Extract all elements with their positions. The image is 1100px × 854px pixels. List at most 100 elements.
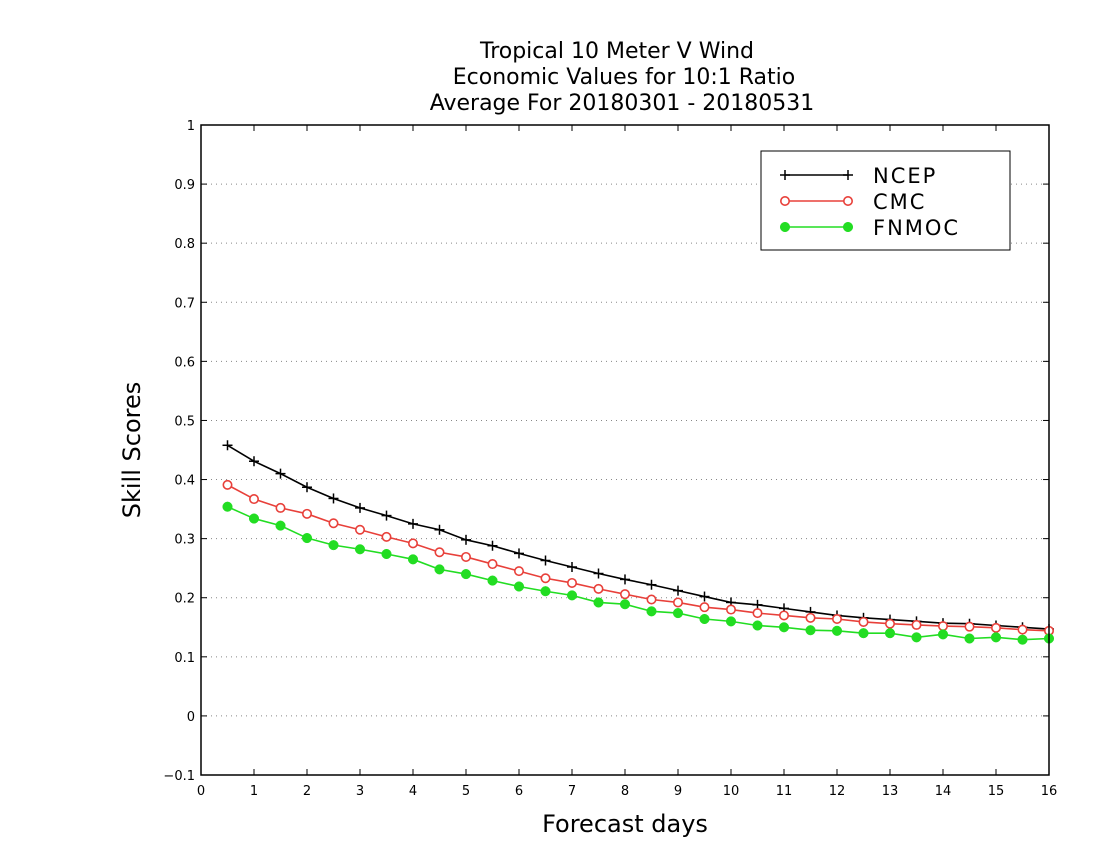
legend-marker-fnmoc	[842, 221, 854, 233]
data-point-ncep	[381, 510, 392, 521]
data-point-ncep	[514, 548, 524, 559]
data-point-fnmoc	[699, 613, 710, 625]
x-tick-label: 11	[776, 784, 793, 799]
series-cmc	[222, 479, 1055, 636]
data-point-ncep	[593, 568, 604, 579]
data-point-ncep	[355, 502, 365, 513]
data-point-ncep	[408, 518, 418, 529]
data-point-ncep	[434, 524, 445, 535]
y-tick-label: 0.5	[174, 414, 195, 429]
series-ncep	[222, 440, 1054, 635]
x-tick-label: 4	[409, 784, 417, 799]
data-point-cmc	[434, 547, 445, 558]
data-point-cmc	[672, 597, 683, 608]
data-point-cmc	[964, 621, 975, 632]
data-point-cmc	[301, 508, 312, 519]
x-tick-label: 5	[462, 784, 470, 799]
data-point-fnmoc	[884, 628, 896, 639]
legend-label-cmc: CMC	[873, 190, 926, 214]
data-point-fnmoc	[381, 548, 392, 560]
series-fnmoc	[222, 501, 1055, 645]
data-point-cmc	[884, 618, 895, 629]
legend-marker-ncep	[843, 170, 853, 180]
data-point-cmc	[381, 531, 392, 542]
y-tick-label: −0.1	[163, 769, 195, 784]
y-tick-label: 0	[187, 710, 195, 725]
data-point-ncep	[275, 468, 286, 479]
data-point-cmc	[275, 502, 286, 513]
data-point-cmc	[222, 479, 233, 490]
data-point-cmc	[990, 622, 1001, 633]
data-point-cmc	[778, 610, 789, 621]
data-point-fnmoc	[911, 632, 922, 643]
data-point-fnmoc	[354, 544, 366, 555]
data-point-ncep	[540, 555, 551, 566]
data-point-fnmoc	[1017, 634, 1028, 645]
data-point-cmc	[566, 577, 577, 588]
x-axis-title: Forecast days	[542, 810, 708, 838]
data-point-fnmoc	[805, 625, 816, 636]
data-point-ncep	[222, 440, 233, 451]
data-point-cmc	[699, 602, 710, 613]
x-tick-label: 14	[935, 784, 952, 799]
data-point-fnmoc	[778, 622, 790, 633]
data-point-fnmoc	[672, 608, 684, 619]
data-point-cmc	[487, 559, 498, 570]
y-tick-label: 0.8	[174, 237, 195, 252]
x-tick-label: 15	[988, 784, 1005, 799]
data-point-cmc	[646, 594, 657, 605]
data-point-fnmoc	[434, 564, 445, 575]
x-tick-label: 13	[882, 784, 899, 799]
data-point-fnmoc	[222, 501, 233, 512]
data-point-cmc	[540, 573, 551, 584]
series-line-cmc	[227, 484, 1050, 632]
y-tick-label: 0.6	[174, 355, 195, 370]
y-tick-label: 0.7	[174, 296, 195, 311]
data-point-cmc	[752, 608, 763, 619]
data-point-fnmoc	[964, 633, 975, 644]
x-tick-label: 9	[674, 784, 682, 799]
data-point-fnmoc	[328, 540, 339, 551]
data-point-cmc	[513, 566, 524, 577]
data-point-cmc	[911, 619, 922, 630]
data-point-ncep	[673, 585, 683, 596]
data-point-fnmoc	[513, 581, 525, 592]
data-point-ncep	[328, 493, 339, 504]
y-tick-label: 0.4	[174, 474, 195, 489]
data-point-fnmoc	[937, 629, 949, 640]
data-point-ncep	[567, 562, 577, 572]
x-tick-label: 1	[250, 784, 258, 799]
y-tick-label: 0.9	[174, 178, 195, 193]
legend-marker-cmc	[779, 196, 790, 207]
data-point-ncep	[620, 574, 630, 585]
y-tick-label: 1	[187, 119, 195, 134]
x-tick-label: 7	[568, 784, 576, 799]
x-tick-label: 8	[621, 784, 629, 799]
x-tick-label: 16	[1041, 784, 1058, 799]
chart-title-line-1: Tropical 10 Meter V Wind	[479, 39, 754, 64]
x-tick-label: 12	[829, 784, 846, 799]
legend-label-ncep: NCEP	[873, 164, 937, 188]
x-tick-label: 0	[197, 784, 205, 799]
data-point-fnmoc	[566, 590, 578, 601]
data-point-cmc	[619, 589, 630, 600]
data-point-fnmoc	[858, 628, 869, 639]
data-point-cmc	[858, 616, 869, 627]
data-point-fnmoc	[248, 513, 260, 524]
data-point-cmc	[805, 612, 816, 623]
data-point-ncep	[699, 591, 710, 602]
y-tick-label: 0.2	[174, 592, 195, 607]
legend-marker-ncep	[780, 170, 790, 180]
axis-ticks: −0.100.10.20.30.40.50.60.70.80.910 1 2 3 4 5 6…	[163, 119, 1057, 799]
data-point-cmc	[407, 538, 418, 549]
data-point-fnmoc	[275, 520, 286, 531]
chart-title: Tropical 10 Meter V Wind Economic Values…	[430, 39, 815, 116]
data-point-fnmoc	[831, 625, 843, 636]
data-point-cmc	[937, 621, 948, 632]
legend-label-fnmoc: FNMOC	[873, 216, 960, 240]
data-point-fnmoc	[407, 554, 419, 565]
data-point-ncep	[302, 482, 312, 493]
legend-marker-fnmoc	[779, 221, 791, 233]
